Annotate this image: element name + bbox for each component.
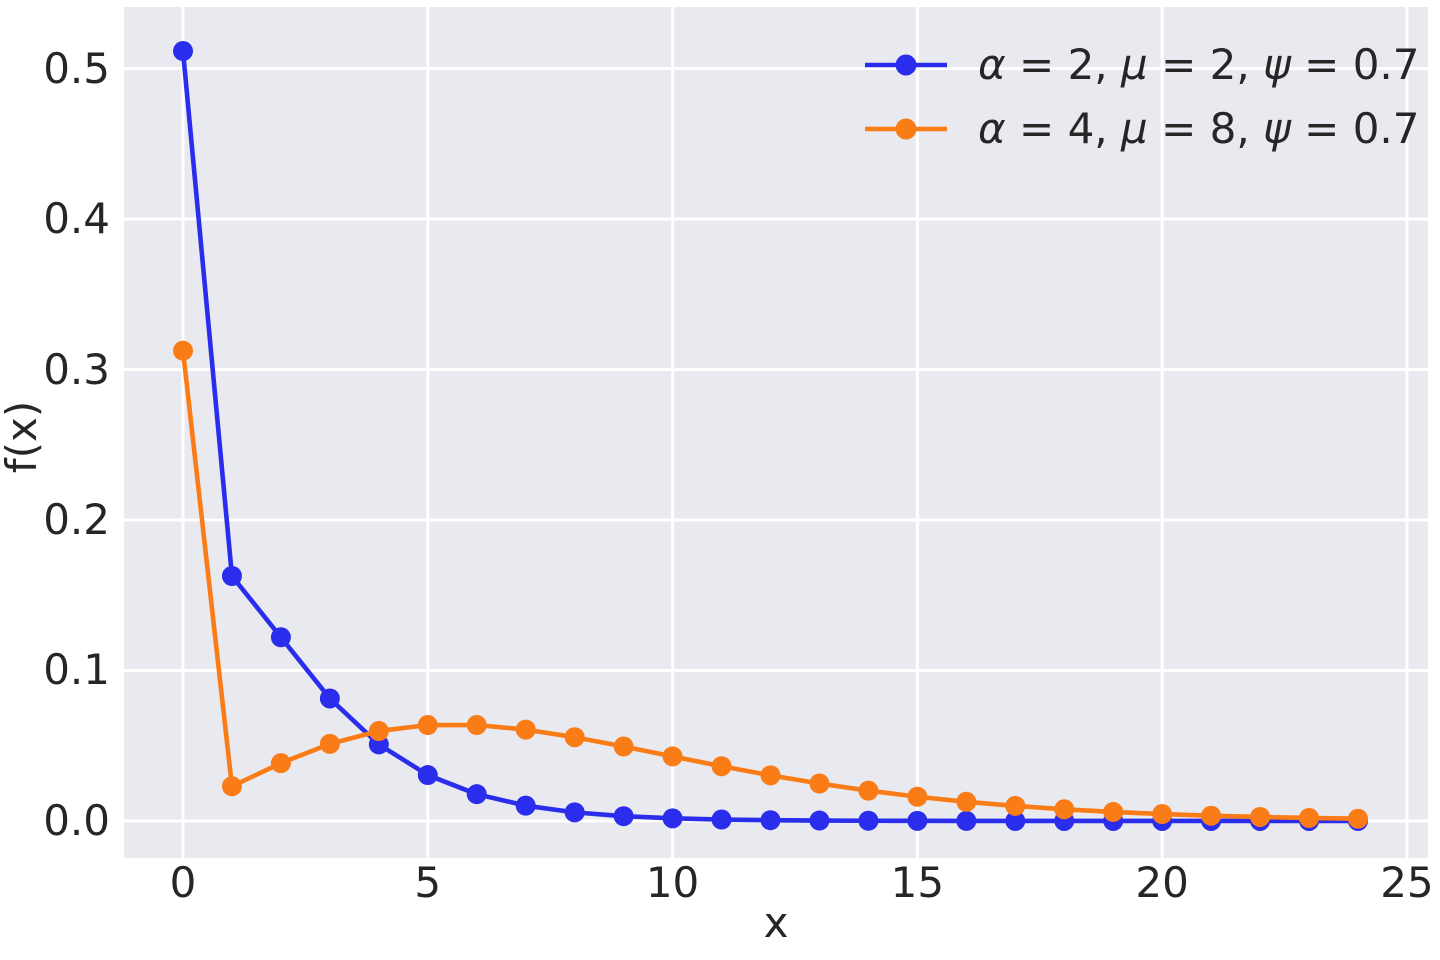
- legend-label: α = 4, μ = 8, ψ = 0.7: [978, 104, 1420, 153]
- data-point: [760, 810, 781, 831]
- x-axis-label: x: [763, 898, 789, 947]
- legend-label: α = 2, μ = 2, ψ = 0.7: [978, 40, 1420, 89]
- data-point: [711, 756, 732, 777]
- data-point: [172, 41, 193, 62]
- data-point: [466, 715, 487, 736]
- data-point: [515, 719, 536, 740]
- data-point: [907, 810, 928, 831]
- series-line-1: [180, 348, 1361, 822]
- data-point: [319, 733, 340, 754]
- y-axis-label: f(x): [0, 400, 46, 474]
- data-point: [907, 786, 928, 807]
- x-tick-label: 0: [169, 858, 197, 907]
- data-point: [368, 721, 389, 742]
- data-point: [613, 806, 634, 827]
- data-point: [1299, 807, 1320, 828]
- data-point: [858, 780, 879, 801]
- x-tick-label: 15: [890, 858, 945, 907]
- data-point: [711, 809, 732, 830]
- data-point: [809, 773, 830, 794]
- chart-canvas: [124, 7, 1428, 858]
- data-point: [1250, 806, 1271, 827]
- y-tick-label: 0.1: [43, 645, 110, 695]
- data-point: [809, 810, 830, 831]
- y-tick-label: 0.0: [43, 795, 110, 845]
- series-line-0: [180, 48, 1361, 824]
- x-tick-label: 5: [414, 858, 442, 907]
- data-point: [613, 736, 634, 757]
- data-point: [417, 765, 438, 786]
- data-point: [417, 715, 438, 736]
- data-point: [270, 627, 291, 648]
- data-point: [270, 753, 291, 774]
- data-point: [319, 688, 340, 709]
- data-point: [760, 765, 781, 786]
- x-tick-label: 25: [1380, 858, 1434, 907]
- legend-swatch-icon: [865, 54, 947, 76]
- data-point: [221, 566, 242, 587]
- legend-entry: α = 2, μ = 2, ψ = 0.7: [865, 40, 1419, 90]
- y-tick-label: 0.4: [43, 194, 110, 244]
- data-point: [858, 810, 879, 831]
- data-point: [1054, 799, 1075, 820]
- data-point: [172, 340, 193, 361]
- y-tick-label: 0.3: [43, 344, 110, 394]
- x-tick-label: 10: [645, 858, 700, 907]
- data-point: [662, 746, 683, 767]
- data-point: [956, 810, 977, 831]
- data-point: [1005, 795, 1026, 816]
- y-tick-label: 0.2: [43, 495, 110, 544]
- data-point: [1005, 810, 1026, 831]
- data-point: [466, 784, 487, 805]
- y-tick-label: 0.5: [43, 43, 110, 93]
- data-point: [662, 808, 683, 829]
- data-point: [1152, 804, 1173, 825]
- legend-swatch-icon: [865, 118, 947, 140]
- plot-area: [124, 7, 1428, 858]
- data-point: [1347, 808, 1368, 829]
- data-point: [956, 791, 977, 812]
- legend-entry: α = 4, μ = 8, ψ = 0.7: [865, 104, 1419, 154]
- x-tick-label: 20: [1135, 858, 1189, 907]
- data-point: [1201, 805, 1222, 826]
- data-point: [1103, 801, 1124, 822]
- data-point: [564, 802, 585, 823]
- data-point: [221, 776, 242, 797]
- data-point: [564, 727, 585, 748]
- data-point: [515, 795, 536, 816]
